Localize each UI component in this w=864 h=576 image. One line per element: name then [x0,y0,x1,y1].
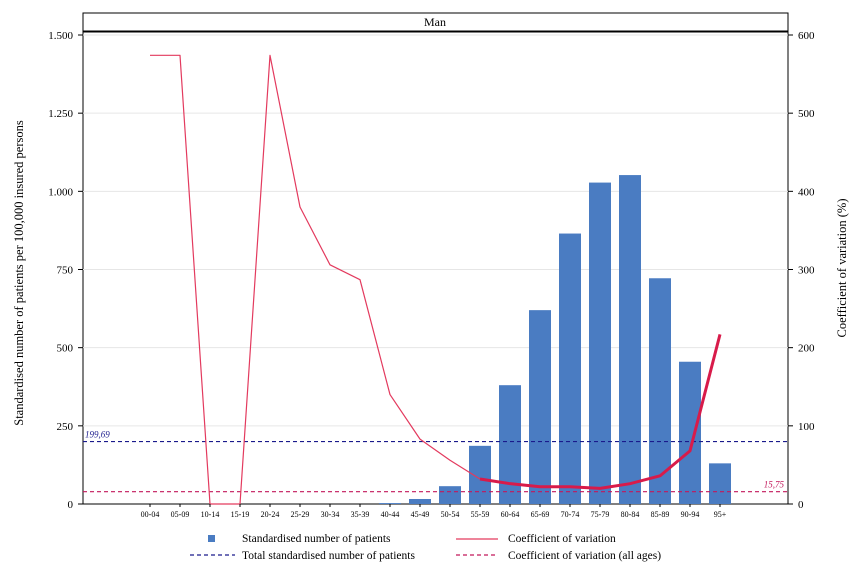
y2-tick-label: 500 [798,108,815,120]
cv-line-thick [479,334,722,490]
legend-label-patients: Standardised number of patients [242,533,391,545]
x-tick-label: 55-59 [471,510,490,519]
panel-title: Man [424,15,446,29]
bar-45-49 [409,498,431,504]
bars [379,175,731,505]
y2-tick-label: 300 [798,265,815,277]
bar-75-79 [589,182,611,504]
x-tick-label: 05-09 [171,510,190,519]
y2-tick-label: 0 [798,499,804,511]
bar-90-94 [679,361,701,504]
x-tick-label: 25-29 [291,510,310,519]
x-tick-label: 90-94 [681,510,700,519]
legend: Standardised number of patients Coefficie… [190,533,661,562]
y-tick-label: 500 [57,343,74,355]
x-tick-label: 30-34 [321,510,340,519]
y2-tick-label: 100 [798,421,815,433]
x-tick-label: 00-04 [141,510,160,519]
legend-marker-patients [208,535,215,542]
x-tick-label: 70-74 [561,510,580,519]
y-tick-label: 1.000 [48,186,73,198]
bar-80-84 [619,175,641,505]
x-tick-label: 40-44 [381,510,400,519]
y2-tick-label: 200 [798,343,815,355]
y-tick-label: 1.500 [48,30,73,42]
x-tick-label: 65-69 [531,510,550,519]
legend-label-cv-all: Coefficient of variation (all ages) [508,550,661,562]
legend-label-total: Total standardised number of patients [242,550,415,562]
x-tick-label: 20-24 [261,510,280,519]
x-tick-label: 45-49 [411,510,430,519]
bar-70-74 [559,233,581,504]
right-axis: 0 100 200 300 400 500 600 [788,30,815,511]
y-tick-label: 1.250 [48,108,73,120]
x-tick-label: 60-64 [501,510,520,519]
x-tick-label: 80-84 [621,510,640,519]
bar-60-64 [499,385,521,504]
legend-label-cv: Coefficient of variation [508,533,616,545]
y2-tick-label: 600 [798,30,815,42]
reference-lines: 199,69 15,75 [83,430,788,493]
total-patients-label: 199,69 [85,430,110,440]
y-tick-label: 750 [57,265,74,277]
x-tick-label: 75-79 [591,510,610,519]
cv-lines [150,54,722,505]
y-tick-label: 250 [57,421,74,433]
y2-tick-label: 400 [798,186,815,198]
bar-40-44 [379,503,401,504]
bar-85-89 [649,278,671,504]
x-tick-label: 35-39 [351,510,370,519]
bar-95+ [709,463,731,504]
left-axis: 0 250 500 750 1.000 1.250 1.500 [48,30,83,511]
y-axis-title: Standardised number of patients per 100,… [12,120,26,426]
cv-line-thin [150,54,481,505]
y-tick-label: 0 [68,499,74,511]
x-axis: 00-04 05-09 10-14 15-19 20-24 25-29 30-34 35-39… [141,504,727,519]
x-tick-label: 15-19 [231,510,250,519]
bar-55-59 [469,445,491,504]
x-tick-label: 85-89 [651,510,670,519]
x-tick-label: 10-14 [201,510,220,519]
bar-50-54 [439,486,461,504]
x-tick-label: 95+ [714,510,727,519]
bar-65-69 [529,310,551,504]
y2-axis-title: Coefficient of variation (%) [835,199,849,338]
cv-all-ages-label: 15,75 [764,480,785,490]
x-tick-label: 50-54 [441,510,460,519]
